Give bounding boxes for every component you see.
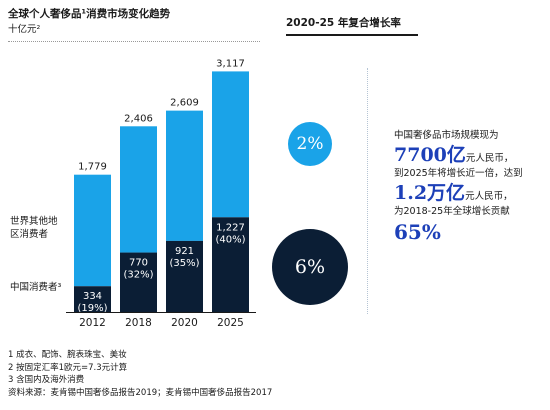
bar-china-2020 bbox=[166, 240, 203, 312]
footnote-source: 资料来源：麦肯锡中国奢侈品报告2019；麦肯锡中国奢侈品报告2017 bbox=[8, 387, 273, 398]
side-text-amount-1: 7700亿 bbox=[394, 144, 466, 166]
bar-other-2025 bbox=[212, 71, 249, 218]
title-rule-right bbox=[286, 34, 418, 36]
series-label-china: 中国消费者³ bbox=[10, 282, 62, 293]
bar-china-2018 bbox=[120, 252, 157, 312]
china-value-label-2018: 770 bbox=[129, 258, 148, 269]
cagr-circle-china: 6% bbox=[272, 229, 348, 305]
china-value-label-2025: 1,227 bbox=[216, 222, 245, 233]
series-label-other-line1: 世界其他地 bbox=[10, 216, 58, 227]
china-share-label-2012: (19%) bbox=[77, 303, 107, 314]
cagr-circle-other: 2% bbox=[288, 122, 332, 166]
side-text-percent: 65% bbox=[394, 220, 441, 244]
total-label-2018: 2,406 bbox=[124, 113, 153, 124]
china-share-label-2018: (32%) bbox=[123, 270, 153, 281]
side-text-amount-2: 1.2万亿 bbox=[394, 182, 466, 204]
footnotes: 1 成衣、配饰、腕表珠宝、美妆 2 按固定汇率1欧元=7.3元计算 3 含国内及… bbox=[8, 349, 272, 399]
side-text-amount-row-1: 7700亿元人民币， bbox=[394, 143, 544, 167]
cagr-title: 2020-25 年复合增长率 bbox=[286, 17, 401, 29]
footnote-2: 2 按固定汇率1欧元=7.3元计算 bbox=[8, 362, 128, 373]
x-tick-label-2025: 2025 bbox=[217, 317, 244, 329]
x-tick-label-2012: 2012 bbox=[79, 317, 106, 329]
total-label-2012: 1,779 bbox=[78, 162, 107, 173]
total-label-2025: 3,117 bbox=[216, 58, 245, 69]
chart-title: 全球个人奢侈品¹消费市场变化趋势 bbox=[8, 8, 171, 20]
chart-unit: 十亿元² bbox=[8, 24, 41, 35]
side-text-line2: 到2025年将增长近一倍，达到 bbox=[394, 168, 523, 179]
stacked-bar-chart: 1,779 334(19%) 2012 2,406 770(32%) 2018 2,609 9… bbox=[66, 58, 256, 329]
bar-other-2018 bbox=[120, 126, 157, 253]
total-label-2020: 2,609 bbox=[170, 98, 199, 109]
side-text: 中国奢侈品市场规模现为 7700亿元人民币， 到2025年将增长近一倍，达到 1… bbox=[394, 129, 544, 245]
title-rule-left bbox=[8, 41, 260, 42]
bar-china-2025 bbox=[212, 217, 249, 312]
china-value-label-2020: 921 bbox=[175, 246, 194, 257]
side-text-line3: 为2018-25年全球增长贡献 bbox=[394, 206, 510, 217]
side-text-unit-2: 元人民币， bbox=[465, 191, 513, 202]
x-tick-label-2020: 2020 bbox=[171, 317, 198, 329]
footnote-1: 1 成衣、配饰、腕表珠宝、美妆 bbox=[8, 350, 127, 360]
series-label-other: 世界其他地 区消费者 bbox=[10, 215, 58, 241]
bar-other-2020 bbox=[166, 110, 203, 241]
china-share-label-2025: (40%) bbox=[215, 234, 245, 245]
bar-other-2012 bbox=[74, 174, 111, 287]
vertical-divider bbox=[367, 68, 368, 314]
footnote-3: 3 含国内及海外消费 bbox=[8, 375, 85, 385]
china-share-label-2020: (35%) bbox=[169, 258, 199, 269]
bar-china-2012 bbox=[74, 286, 111, 312]
series-label-other-line2: 区消费者 bbox=[10, 229, 49, 240]
side-text-amount-row-2: 1.2万亿元人民币， bbox=[394, 181, 544, 205]
side-text-line1: 中国奢侈品市场规模现为 bbox=[394, 130, 499, 141]
side-text-unit-1: 元人民币， bbox=[465, 153, 514, 164]
china-value-label-2012: 334 bbox=[83, 291, 102, 302]
x-tick-label-2018: 2018 bbox=[125, 317, 152, 329]
